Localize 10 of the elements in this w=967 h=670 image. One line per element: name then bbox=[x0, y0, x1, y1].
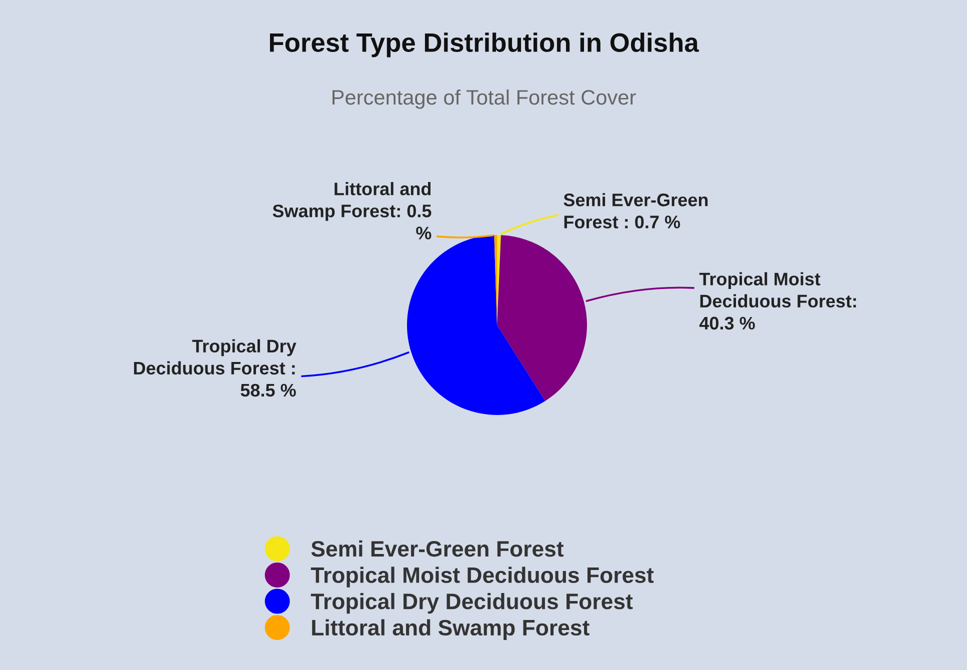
legend-label: Tropical Dry Deciduous Forest bbox=[310, 592, 633, 614]
data-label: Tropical Moist Deciduous Forest: 40.3 % bbox=[699, 272, 856, 330]
chart-subtitle: Percentage of Total Forest Cover bbox=[332, 89, 636, 109]
legend-label: Tropical Moist Deciduous Forest bbox=[310, 566, 654, 588]
chart-title: Forest Type Distribution in Odisha bbox=[270, 32, 699, 58]
data-label: Tropical Dry Deciduous Forest : 58.5 % bbox=[134, 339, 296, 397]
data-label: Littoral and Swamp Forest: 0.5 % bbox=[272, 182, 432, 240]
data-label: Semi Ever-Green Forest : 0.7 % bbox=[564, 193, 708, 228]
legend-label: Littoral and Swamp Forest bbox=[312, 619, 590, 640]
legend-label: Semi Ever-Green Forest bbox=[311, 540, 564, 557]
